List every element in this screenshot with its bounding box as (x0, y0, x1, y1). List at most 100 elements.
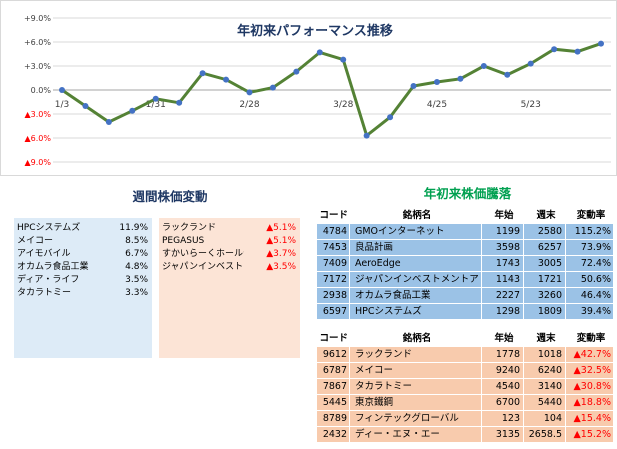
weekly-gainer-name: ディア・ライフ (17, 275, 80, 285)
header-end: 週末 (536, 333, 556, 344)
header-code: コード (319, 210, 348, 221)
table-row: 2432 ディー・エヌ・エー 3135 2658.5 ▲15.2% (317, 427, 614, 443)
cell-change: 115.2% (568, 224, 614, 240)
weekly-gainer-row: オカムラ食品工業 4.8% (14, 261, 152, 274)
weekly-loser-row: ジャパンインベストメン ▲3.5% (159, 261, 300, 274)
table-row: 8789 フィンテックグローバル 123 104 ▲15.4% (317, 411, 614, 427)
cell-start: 1199 (484, 224, 524, 240)
cell-code: 9612 (317, 347, 350, 363)
table-row: 5445 東京鐵鋼 6700 5440 ▲18.8% (317, 395, 614, 411)
x-tick-label: 3/28 (333, 100, 353, 110)
weekly-gainer-value: 8.5% (125, 236, 148, 246)
cell-code: 7867 (317, 379, 350, 395)
cell-code: 7172 (317, 272, 350, 288)
header-start: 年始 (494, 210, 514, 221)
series-line (61, 42, 602, 139)
cell-start: 6700 (484, 395, 524, 411)
cell-change: ▲42.7% (568, 347, 614, 363)
table-row: 6597 HPCシステムズ 1298 1809 39.4% (317, 304, 614, 320)
data-point (574, 48, 581, 55)
weekly-gainer-row: タカラトミー 3.3% (14, 287, 152, 300)
weekly-loser-name: ラックランド (162, 223, 217, 233)
weekly-losers-panel: ラックランド ▲5.1% PEGASUS ▲5.1% すかいらーくホールディ ▲3.7% ジ… (159, 218, 300, 358)
table-row: 7867 タカラトミー 4540 3140 ▲30.8% (317, 379, 614, 395)
performance-chart: +9.0% +6.0% +3.0% 0.0% ▲3.0% ▲6.0% ▲9.0% 1/3 1/… (0, 0, 617, 176)
weekly-gainer-name: オカムラ食品工業 (17, 262, 89, 272)
header-start: 年始 (494, 333, 514, 344)
cell-code: 2432 (317, 427, 350, 443)
x-tick-label: 2/28 (239, 100, 259, 110)
y-tick-label: 0.0% (31, 86, 52, 95)
data-point (387, 114, 394, 121)
weekly-gainer-row: アイモバイル 6.7% (14, 248, 152, 261)
weekly-gainer-value: 6.7% (125, 249, 148, 259)
header-end: 週末 (536, 210, 556, 221)
data-point (246, 89, 253, 96)
chart-title: 年初来パフォーマンス推移 (237, 23, 393, 39)
header-change: 変動率 (576, 333, 606, 344)
cell-end: 1809 (526, 304, 566, 320)
cell-name: オカムラ食品工業 (352, 288, 482, 304)
y-tick-label: +3.0% (24, 62, 51, 71)
cell-end: 2658.5 (526, 427, 566, 443)
weekly-loser-value: ▲5.1% (266, 223, 296, 233)
weekly-section-title: 週間株価変動 (132, 189, 208, 204)
weekly-gainer-name: タカラトミー (17, 288, 72, 298)
data-point (598, 40, 604, 47)
cell-change: ▲32.5% (568, 363, 614, 379)
weekly-loser-name: PEGASUS (162, 236, 205, 246)
y-tick-label: +6.0% (24, 38, 51, 47)
cell-end: 2580 (526, 224, 566, 240)
cell-name: ディー・エヌ・エー (352, 427, 482, 443)
cell-change: 39.4% (568, 304, 614, 320)
weekly-loser-name: ジャパンインベストメン (162, 262, 244, 272)
data-point (152, 95, 159, 102)
y-tick-label: +9.0% (24, 14, 51, 23)
cell-code: 2938 (317, 288, 350, 304)
table-row: 7453 良品計画 3598 6257 73.9% (317, 240, 614, 256)
data-point (504, 71, 511, 78)
y-tick-label: ▲9.0% (25, 158, 52, 167)
cell-change: 46.4% (568, 288, 614, 304)
header-code: コード (319, 333, 348, 344)
table-row: 7172ジャパンインベストメントアドバイザ1143172150.6% (317, 272, 614, 288)
cell-end: 5440 (526, 395, 566, 411)
cell-end: 3005 (526, 256, 566, 272)
weekly-gainer-row: HPCシステムズ 11.9% (14, 222, 152, 235)
weekly-loser-row: PEGASUS ▲5.1% (159, 235, 300, 248)
weekly-gainer-value: 4.8% (125, 262, 148, 272)
cell-name: 良品計画 (352, 240, 482, 256)
x-tick-label: 1/31 (146, 100, 166, 110)
table-row: 6787 メイコー 9240 6240 ▲32.5% (317, 363, 614, 379)
cell-name: HPCシステムズ (352, 304, 482, 320)
header-name: 銘柄名 (402, 210, 432, 221)
x-tick-label: 4/25 (427, 100, 447, 110)
cell-name: ジャパンインベストメントアドバイザ (352, 272, 482, 288)
cell-change: ▲30.8% (568, 379, 614, 395)
weekly-gainer-name: メイコー (17, 236, 54, 246)
data-point (223, 76, 230, 83)
ytd-losers-header-row: コード 銘柄名 年始 週末 変動率 (317, 331, 614, 347)
weekly-loser-row: すかいらーくホールディ ▲3.7% (159, 248, 300, 261)
table-row: 2938 オカムラ食品工業 2227 3260 46.4% (317, 288, 614, 304)
header-change: 変動率 (576, 210, 606, 221)
cell-change: ▲15.2% (568, 427, 614, 443)
data-point (363, 132, 370, 139)
data-point (105, 119, 112, 125)
cell-code: 5445 (317, 395, 350, 411)
data-point (433, 79, 440, 85)
cell-code: 6787 (317, 363, 350, 379)
cell-start: 3598 (484, 240, 524, 256)
data-point (59, 87, 65, 93)
cell-change: ▲15.4% (568, 411, 614, 427)
cell-end: 1018 (526, 347, 566, 363)
cell-end: 104 (526, 411, 566, 427)
data-point (176, 99, 183, 106)
cell-start: 123 (484, 411, 524, 427)
weekly-loser-value: ▲5.1% (266, 236, 296, 246)
weekly-loser-value: ▲3.7% (266, 249, 296, 259)
cell-start: 1298 (484, 304, 524, 320)
x-tick-label: 1/3 (55, 100, 69, 110)
weekly-gainer-name: HPCシステムズ (17, 223, 81, 233)
cell-change: ▲18.8% (568, 395, 614, 411)
